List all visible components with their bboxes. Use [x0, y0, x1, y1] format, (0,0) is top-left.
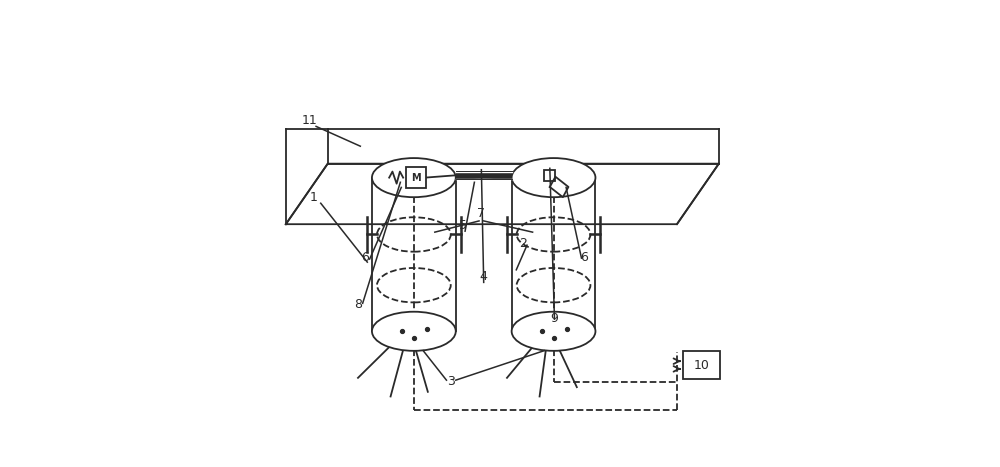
Text: 9: 9 — [550, 312, 558, 325]
Ellipse shape — [512, 158, 595, 197]
Text: 6: 6 — [580, 251, 588, 264]
Text: 6: 6 — [361, 251, 369, 264]
Ellipse shape — [512, 312, 595, 351]
Text: 5: 5 — [459, 219, 467, 232]
FancyBboxPatch shape — [683, 351, 720, 379]
Text: 4: 4 — [480, 270, 488, 283]
FancyBboxPatch shape — [544, 170, 555, 181]
Text: 7: 7 — [477, 207, 485, 220]
Text: 10: 10 — [693, 359, 709, 372]
Text: 1: 1 — [310, 191, 318, 204]
Text: 2: 2 — [519, 237, 527, 250]
Text: 3: 3 — [447, 375, 455, 388]
Ellipse shape — [372, 158, 456, 197]
Ellipse shape — [372, 312, 456, 351]
Text: 11: 11 — [301, 114, 317, 127]
Text: M: M — [411, 173, 421, 183]
Text: 8: 8 — [354, 298, 362, 311]
FancyBboxPatch shape — [406, 167, 426, 188]
